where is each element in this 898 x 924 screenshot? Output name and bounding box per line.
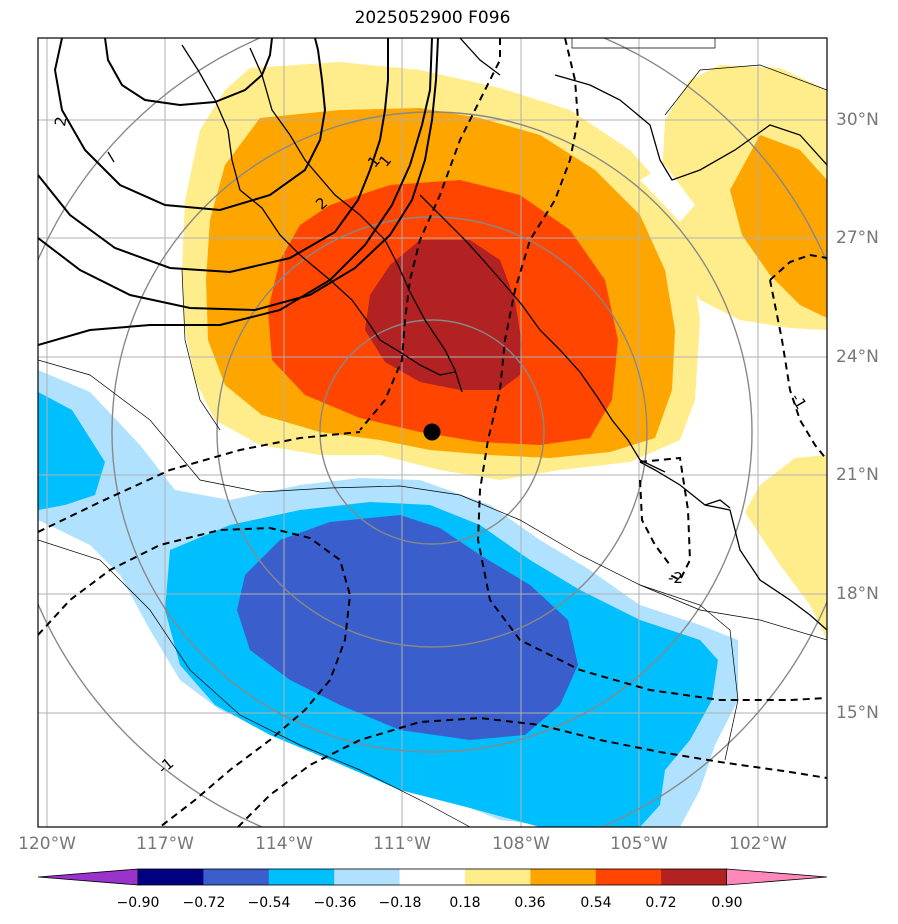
white-notch <box>640 165 695 222</box>
colorbar-extend-low <box>37 868 139 886</box>
colorbar-extend-high <box>726 868 828 886</box>
coastlines <box>107 38 827 631</box>
lon-label: 114°W <box>255 834 313 854</box>
height-contours-negative <box>38 38 827 827</box>
graticule <box>38 38 827 827</box>
lon-label: 102°W <box>729 834 787 854</box>
lon-label: 120°W <box>18 834 76 854</box>
colorbar-border <box>137 868 727 886</box>
contour-label: -2 <box>668 569 683 587</box>
contour-label: 2 <box>51 115 70 128</box>
map-title: 2025052900 F096 <box>354 8 511 28</box>
colorbar-swatch <box>203 869 270 885</box>
colorbar-tick-label: 0.54 <box>580 895 612 911</box>
state-boundaries <box>38 38 827 827</box>
lat-label: 30°N <box>836 110 879 130</box>
colorbar-tick-label: −0.18 <box>378 895 422 911</box>
lat-label: 18°N <box>836 584 879 604</box>
lat-label: 27°N <box>836 228 879 248</box>
colorbar-swatch <box>530 869 597 885</box>
map-area <box>38 38 827 827</box>
colorbar-swatch <box>399 869 466 885</box>
lat-label: 21°N <box>836 465 879 485</box>
anomaly-fill--0.36-left <box>38 392 105 510</box>
lon-label: 105°W <box>610 834 668 854</box>
height-contours-positive <box>38 38 439 346</box>
colorbar-tick-label: −0.54 <box>247 895 291 911</box>
colorbar-tick-label: 0.90 <box>711 895 743 911</box>
anomaly-fill--0.54 <box>237 515 578 740</box>
lat-label: 15°N <box>836 703 879 723</box>
lat-label: 24°N <box>836 347 879 367</box>
colorbar-swatch <box>334 869 401 885</box>
map-frame <box>37 37 828 828</box>
lon-label: 111°W <box>373 834 431 854</box>
colorbar-swatch <box>268 869 335 885</box>
colorbar-swatch <box>465 869 531 885</box>
colorbar-tick-label: −0.90 <box>116 895 160 911</box>
lon-label: 108°W <box>492 834 550 854</box>
colorbar <box>37 868 828 886</box>
colorbar-tick-label: −0.36 <box>313 895 357 911</box>
colorbar-tick-label: 0.18 <box>449 895 481 911</box>
lon-label: 117°W <box>136 834 194 854</box>
storm-center-marker <box>423 423 441 441</box>
colorbar-tick-label: −0.72 <box>182 895 226 911</box>
colorbar-tick-label: 0.36 <box>514 895 546 911</box>
colorbar-swatch <box>661 869 728 885</box>
colorbar-tick-label: 0.72 <box>645 895 677 911</box>
anomaly-fill-right-0.36 <box>730 135 827 318</box>
colorbar-swatch <box>595 869 662 885</box>
colorbar-swatch <box>138 869 204 885</box>
